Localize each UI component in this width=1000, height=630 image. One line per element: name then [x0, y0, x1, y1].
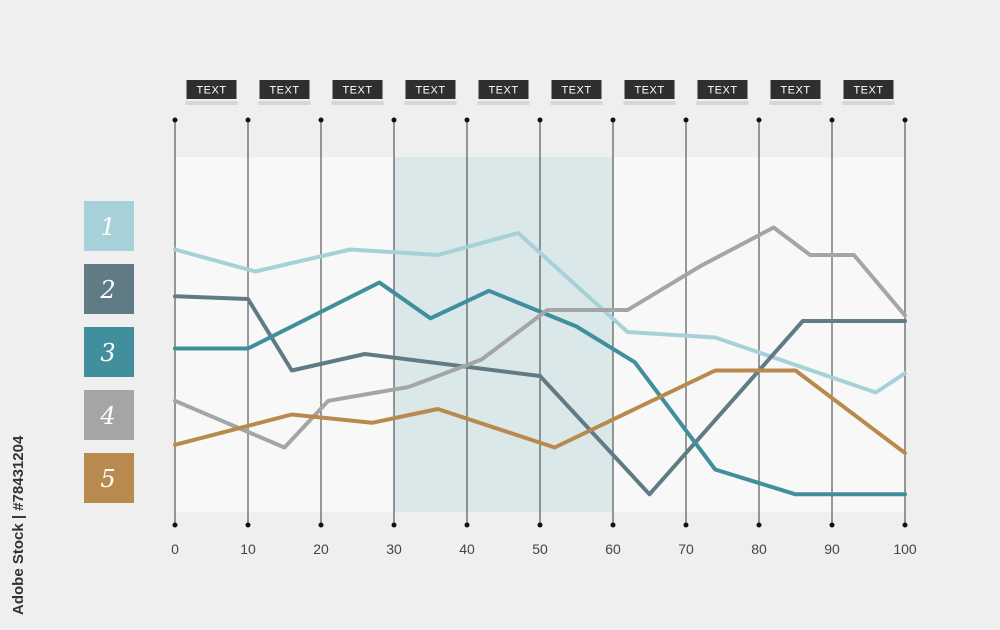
gridline-bottom-dot [902, 522, 908, 528]
column-tag-label: TEXT [780, 85, 810, 97]
x-tick-label: 20 [313, 541, 329, 557]
column-tag-shadow [258, 101, 311, 105]
column-tag [186, 80, 237, 99]
x-tick-label: 40 [459, 541, 475, 557]
column-tag-label: TEXT [853, 85, 883, 97]
column-tag-shadow [842, 101, 895, 105]
x-tick-label: 0 [171, 541, 179, 557]
column-tag [770, 80, 821, 99]
gridlines [172, 117, 908, 528]
legend-label-4: 4 [99, 402, 115, 430]
gridline-bottom-dot [683, 522, 689, 528]
column-tag-shadow [331, 101, 384, 105]
gridline-top-dot [683, 117, 689, 123]
legend-label-3: 3 [100, 339, 115, 367]
legend-label-2: 2 [99, 276, 115, 304]
column-tag [332, 80, 383, 99]
legend-label-1: 1 [100, 213, 115, 241]
column-tag-label: TEXT [415, 85, 445, 97]
highlight-region [394, 157, 613, 512]
x-tick-label: 10 [240, 541, 256, 557]
column-tag [405, 80, 456, 99]
column-tag-shadow [696, 101, 749, 105]
series-line-1 [173, 231, 907, 395]
column-tag-shadow [769, 101, 822, 105]
x-tick-label: 70 [678, 541, 694, 557]
gridline-top-dot [245, 117, 251, 123]
column-tag-label: TEXT [196, 85, 226, 97]
gridline-top-dot [537, 117, 543, 123]
legend-swatch-1 [84, 201, 134, 251]
column-tag [259, 80, 310, 99]
gridline-bottom-dot [537, 522, 543, 528]
column-tag-label: TEXT [488, 85, 518, 97]
gridline-top-dot [318, 117, 324, 123]
gridline-top-dot [464, 117, 470, 123]
gridline-top-dot [172, 117, 178, 123]
column-tags: TEXT TEXT TEXT TEXT TEXT TEXT TEXT TEXT TEXT TEXT [185, 80, 895, 105]
gridline-top-dot [829, 117, 835, 123]
stock-credit-label: Adobe Stock | #78431204 [10, 435, 27, 615]
column-tag [697, 80, 748, 99]
legend: 1 2 3 4 5 [84, 201, 134, 503]
gridline-bottom-dot [245, 522, 251, 528]
x-tick-label: 90 [824, 541, 840, 557]
column-tag-label: TEXT [561, 85, 591, 97]
column-tag-shadow [477, 101, 530, 105]
gridline-top-dot [902, 117, 908, 123]
gridline-bottom-dot [318, 522, 324, 528]
column-tag-shadow [404, 101, 457, 105]
column-tag-shadow [550, 101, 603, 105]
x-axis-ticks: 0 10 20 30 40 50 60 70 80 90 100 [171, 541, 917, 557]
legend-swatch-3 [84, 327, 134, 377]
gridline-bottom-dot [829, 522, 835, 528]
x-tick-label: 60 [605, 541, 621, 557]
series-line-5 [173, 368, 907, 455]
gridline-bottom-dot [756, 522, 762, 528]
legend-swatch-4 [84, 390, 134, 440]
series-lines [173, 225, 907, 497]
column-tag [551, 80, 602, 99]
column-tag-label: TEXT [269, 85, 299, 97]
column-tag [478, 80, 529, 99]
x-tick-label: 50 [532, 541, 548, 557]
gridline-bottom-dot [464, 522, 470, 528]
legend-swatch-2 [84, 264, 134, 314]
column-tag [624, 80, 675, 99]
x-tick-label: 100 [893, 541, 917, 557]
gridline-bottom-dot [391, 522, 397, 528]
column-tag-label: TEXT [342, 85, 372, 97]
legend-label-5: 5 [100, 465, 115, 493]
x-tick-label: 30 [386, 541, 402, 557]
gridline-bottom-dot [172, 522, 178, 528]
gridline-top-dot [391, 117, 397, 123]
series-line-3 [173, 280, 907, 497]
gridline-top-dot [610, 117, 616, 123]
gridline-bottom-dot [610, 522, 616, 528]
gridline-top-dot [756, 117, 762, 123]
column-tag-shadow [185, 101, 238, 105]
legend-swatch-5 [84, 453, 134, 503]
x-tick-label: 80 [751, 541, 767, 557]
column-tag-label: TEXT [707, 85, 737, 97]
series-line-2 [173, 294, 907, 497]
column-tag-shadow [623, 101, 676, 105]
series-line-4 [173, 225, 907, 450]
column-tag [843, 80, 894, 99]
column-tag-label: TEXT [634, 85, 664, 97]
